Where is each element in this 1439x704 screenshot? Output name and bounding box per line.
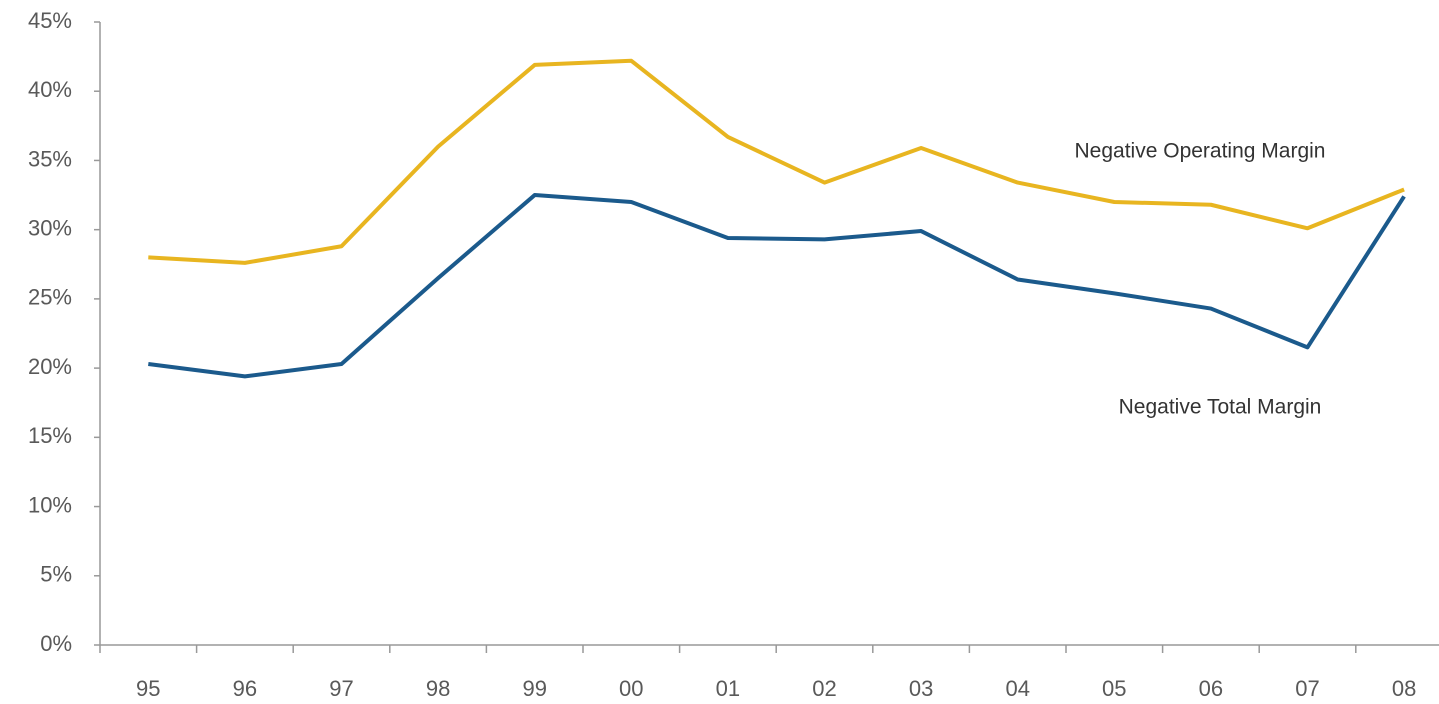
x-tick-label: 95	[136, 676, 160, 701]
x-tick-label: 01	[716, 676, 740, 701]
x-tick-label: 96	[233, 676, 257, 701]
series-line	[148, 193, 1406, 379]
x-tick-label: 99	[522, 676, 546, 701]
x-tick-label: 98	[426, 676, 450, 701]
x-tick-label: 03	[909, 676, 933, 701]
x-tick-label: 08	[1392, 676, 1416, 701]
y-tick-label: 10%	[28, 492, 72, 517]
x-tick-label: 02	[812, 676, 836, 701]
annotation: Negative Operating Margin	[1075, 140, 1326, 163]
annotation: Negative Total Margin	[1119, 396, 1322, 419]
x-tick-label: 07	[1295, 676, 1319, 701]
y-tick-label: 30%	[28, 215, 72, 240]
x-tick-label: 00	[619, 676, 643, 701]
y-tick-label: 15%	[28, 423, 72, 448]
y-tick-label: 5%	[40, 562, 72, 587]
x-tick-label: 06	[1199, 676, 1223, 701]
series-line	[148, 58, 1405, 265]
y-tick-label: 25%	[28, 285, 72, 310]
y-tick-label: 35%	[28, 146, 72, 171]
x-tick-label: 05	[1102, 676, 1126, 701]
x-tick-label: 97	[329, 676, 353, 701]
y-tick-label: 20%	[28, 354, 72, 379]
y-tick-label: 45%	[28, 8, 72, 33]
y-tick-label: 40%	[28, 77, 72, 102]
x-tick-label: 04	[1005, 676, 1029, 701]
y-tick-label: 0%	[40, 631, 72, 656]
